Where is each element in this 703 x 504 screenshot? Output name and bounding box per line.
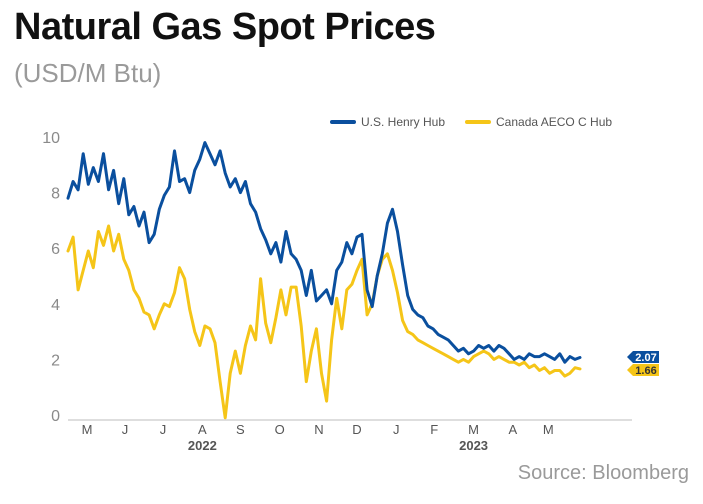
end-value-label: 1.66 xyxy=(635,365,656,377)
x-tick-label: O xyxy=(275,422,285,437)
x-tick-label: J xyxy=(122,422,129,437)
legend-label: Canada AECO C Hub xyxy=(496,115,612,129)
y-tick-label: 6 xyxy=(51,241,60,258)
end-value-badge xyxy=(627,364,659,376)
y-tick-label: 2 xyxy=(51,352,60,369)
series-line xyxy=(66,224,582,420)
source-note: Source: Bloomberg xyxy=(517,462,689,484)
chart-title: Natural Gas Spot Prices xyxy=(14,6,436,48)
series-line xyxy=(66,141,582,364)
x-tick-label: A xyxy=(509,422,518,437)
x-tick-label: M xyxy=(82,422,93,437)
x-tick-label: M xyxy=(543,422,554,437)
end-value-badge xyxy=(627,351,659,363)
x-tick-label: D xyxy=(352,422,361,437)
y-axis: 0 2 4 6 8 10 xyxy=(42,130,60,425)
x-year-label: 2023 xyxy=(459,438,488,453)
end-labels: 2.071.66 xyxy=(627,351,659,377)
x-tick-label: J xyxy=(393,422,400,437)
x-tick-label: J xyxy=(160,422,167,437)
y-tick-label: 8 xyxy=(51,186,60,203)
legend: U.S. Henry Hub Canada AECO C Hub xyxy=(330,115,612,129)
end-value-label: 2.07 xyxy=(635,352,656,364)
x-tick-label: M xyxy=(468,422,479,437)
y-tick-label: 10 xyxy=(42,130,60,147)
x-year-label: 2022 xyxy=(188,438,217,453)
x-tick-label: S xyxy=(236,422,245,437)
series-group xyxy=(66,141,582,420)
legend-label: U.S. Henry Hub xyxy=(361,115,445,129)
chart-subtitle: (USD/M Btu) xyxy=(14,58,162,88)
y-tick-label: 4 xyxy=(51,297,60,314)
y-tick-label: 0 xyxy=(51,408,60,425)
x-tick-label: N xyxy=(314,422,323,437)
x-axis: M J J A S O N D J F M A M 2022 2023 xyxy=(68,419,632,453)
x-tick-label: A xyxy=(198,422,207,437)
x-tick-label: F xyxy=(430,422,438,437)
